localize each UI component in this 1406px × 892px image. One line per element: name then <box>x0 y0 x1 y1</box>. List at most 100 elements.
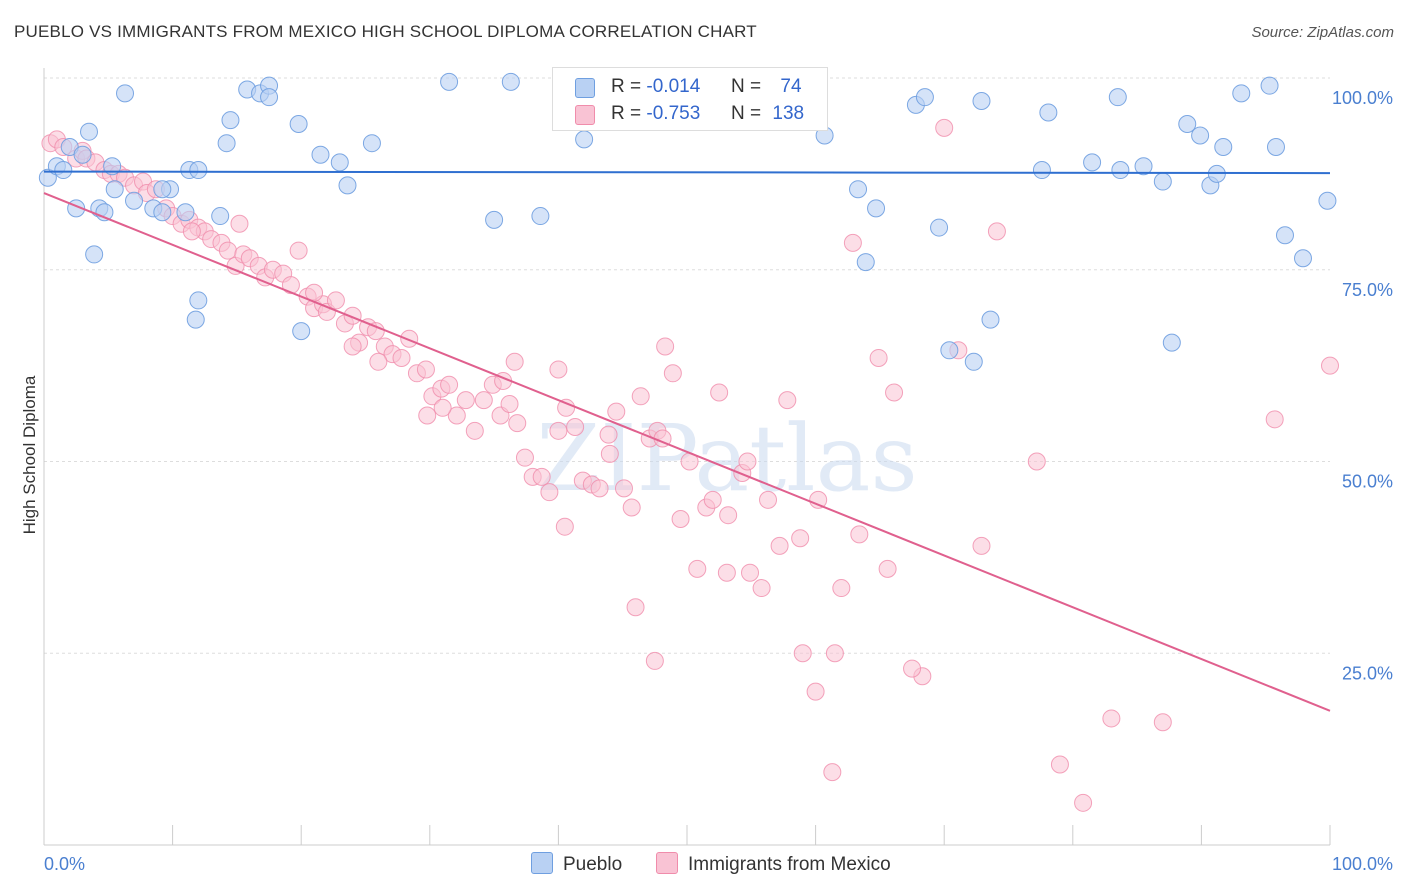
mexico-point <box>645 651 664 670</box>
pueblo-point <box>1083 153 1102 172</box>
pueblo-point <box>211 207 230 226</box>
pueblo-point <box>1134 157 1153 176</box>
pueblo-point <box>867 199 886 218</box>
mexico-point <box>230 214 249 233</box>
pueblo-point <box>153 180 172 199</box>
pueblo-point <box>103 157 122 176</box>
mexico-point <box>935 118 954 137</box>
pueblo-point <box>125 191 144 210</box>
pueblo-point <box>217 134 236 153</box>
pueblo-point <box>362 134 381 153</box>
pueblo-point <box>1108 88 1127 107</box>
mexico-point <box>289 241 308 260</box>
pueblo-point <box>338 176 357 195</box>
trend-lines <box>43 170 1331 712</box>
mexico-trend-line <box>43 192 1331 712</box>
pueblo-point <box>1266 138 1285 157</box>
pueblo-point <box>116 84 135 103</box>
legend-label-pueblo: Pueblo <box>563 854 623 875</box>
pueblo-point <box>1162 333 1181 352</box>
mexico-point <box>972 536 991 555</box>
mexico-point <box>1102 709 1121 728</box>
mexico-point <box>508 414 527 433</box>
mexico-point <box>738 452 757 471</box>
pueblo-point <box>105 180 124 199</box>
mexico-point <box>326 291 345 310</box>
pueblo-point <box>1032 161 1051 180</box>
mexico-point <box>465 421 484 440</box>
mexico-point <box>878 559 897 578</box>
mexico-point <box>717 563 736 582</box>
pueblo-point <box>1191 126 1210 145</box>
r-value: -0.014 <box>646 76 701 97</box>
watermark: ZIPatlas <box>536 405 917 512</box>
legend-item-pueblo: Pueblo <box>531 852 622 876</box>
mexico-point <box>825 644 844 663</box>
mexico-point <box>343 337 362 356</box>
mexico-point <box>869 348 888 367</box>
pueblo-point <box>856 253 875 272</box>
pueblo-point <box>189 161 208 180</box>
tick-labels: 100.0% 75.0% 50.0% 25.0% 0.0% 100.0% <box>44 88 1393 874</box>
pueblo-point <box>1153 172 1172 191</box>
mexico-point <box>793 644 812 663</box>
mexico-point <box>392 348 411 367</box>
pueblo-trend-line <box>43 170 1331 175</box>
pueblo-point <box>964 352 983 371</box>
y-tick-label: 100.0% <box>1332 88 1393 108</box>
pueblo-point <box>186 310 205 329</box>
mexico-point <box>671 510 690 529</box>
pueblo-point <box>575 130 594 149</box>
pueblo-point <box>440 72 459 91</box>
pueblo-point <box>1178 115 1197 134</box>
mexico-point <box>809 490 828 509</box>
pueblo-point <box>1214 138 1233 157</box>
y-axis-label: High School Diploma <box>20 375 39 535</box>
n-value: 74 <box>780 76 802 97</box>
mexico-point <box>710 383 729 402</box>
pueblo-point <box>311 145 330 164</box>
pueblo-point <box>1318 191 1337 210</box>
mexico-point <box>281 276 300 295</box>
mexico-point <box>599 425 618 444</box>
mexico-point <box>770 536 789 555</box>
pueblo-point <box>260 88 279 107</box>
mexico-point <box>369 352 388 371</box>
pueblo-point <box>930 218 949 237</box>
x-tick-label: 0.0% <box>44 854 85 874</box>
pueblo-point <box>849 180 868 199</box>
mexico-point <box>418 406 437 425</box>
mexico-point <box>631 387 650 406</box>
pueblo-point <box>189 291 208 310</box>
pueblo-point <box>80 122 99 141</box>
mexico-point <box>719 506 738 525</box>
mexico-point <box>843 233 862 252</box>
axes <box>43 68 1331 846</box>
mexico-point <box>416 360 435 379</box>
pueblo-point <box>153 203 172 222</box>
y-tick-label: 25.0% <box>1342 663 1393 683</box>
mexico-point <box>607 402 626 421</box>
y-tick-label: 75.0% <box>1342 280 1393 300</box>
mexico-point <box>515 448 534 467</box>
mexico-point <box>806 682 825 701</box>
mexico-legend-swatch <box>656 852 678 874</box>
series-pueblo <box>38 72 1337 371</box>
mexico-swatch <box>575 105 595 125</box>
pueblo-point <box>73 145 92 164</box>
mexico-point <box>622 498 641 517</box>
series-legend: Pueblo Immigrants from Mexico <box>0 852 1406 878</box>
mexico-point <box>540 483 559 502</box>
mexico-point <box>791 529 810 548</box>
n-value: 138 <box>772 103 805 124</box>
pueblo-point <box>85 245 104 264</box>
pueblo-point <box>1293 249 1312 268</box>
mexico-point <box>1265 410 1284 429</box>
pueblo-point <box>1260 76 1279 95</box>
r-value: -0.753 <box>646 103 701 124</box>
mexico-point <box>850 525 869 544</box>
x-tick-label: 100.0% <box>1332 854 1393 874</box>
pueblo-swatch <box>575 78 595 98</box>
mexico-point <box>549 360 568 379</box>
mexico-point <box>987 222 1006 241</box>
